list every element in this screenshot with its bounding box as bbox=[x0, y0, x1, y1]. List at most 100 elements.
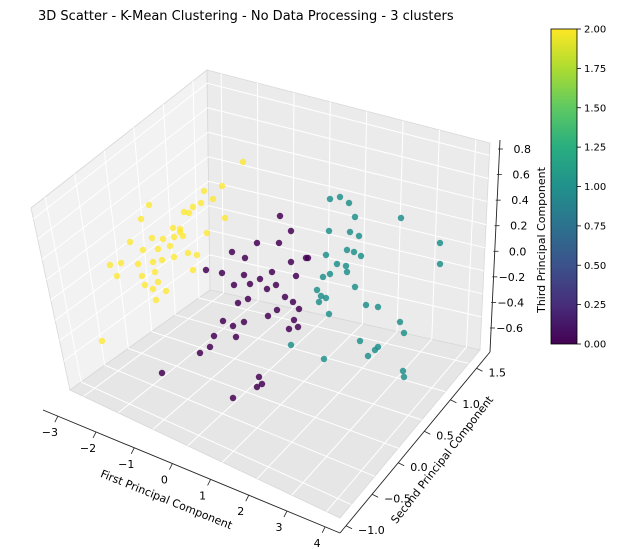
scatter-point-cluster-2 bbox=[189, 266, 197, 274]
scatter-point-cluster-0 bbox=[232, 333, 240, 341]
scatter-point-cluster-0 bbox=[276, 212, 284, 220]
y-grid-left-2 bbox=[133, 127, 153, 332]
scatter-point-cluster-2 bbox=[239, 158, 247, 166]
z-grid-left-2 bbox=[54, 205, 210, 321]
z-grid-back-2 bbox=[208, 205, 484, 272]
scatter-point-cluster-1 bbox=[346, 228, 354, 236]
scatter-point-cluster-2 bbox=[154, 245, 162, 253]
scatter-point-cluster-1 bbox=[342, 262, 350, 270]
y-grid-floor-5 bbox=[80, 381, 352, 506]
scatter-point-cluster-1 bbox=[336, 193, 344, 201]
colorbar-tick-label: 1.50 bbox=[584, 103, 606, 114]
y-tick-labels: −1.0 −0.5 0.0 0.5 1.0 1.5 bbox=[345, 366, 506, 537]
colorbar-tick-label: 0.00 bbox=[584, 340, 606, 351]
scatter-point-cluster-2 bbox=[169, 224, 177, 232]
y-grid-floor-4 bbox=[104, 364, 375, 477]
chart-title: 3D Scatter - K-Mean Clustering - No Data… bbox=[38, 9, 454, 24]
scatter-point-cluster-1 bbox=[333, 260, 341, 268]
scatter-point-cluster-2 bbox=[113, 272, 121, 280]
scatter-point-cluster-1 bbox=[355, 232, 363, 240]
scatter-point-cluster-0 bbox=[263, 285, 271, 293]
scatter-point-cluster-1 bbox=[317, 292, 325, 300]
scatter-point-cluster-2 bbox=[185, 209, 193, 217]
scatter-point-cluster-2 bbox=[117, 259, 125, 267]
scatter-point-cluster-1 bbox=[325, 310, 333, 318]
y-axis-line bbox=[339, 351, 491, 534]
scatter-point-cluster-1 bbox=[343, 268, 351, 276]
x-grid-back-3 bbox=[327, 101, 331, 317]
scatter-point-cluster-2 bbox=[159, 235, 167, 243]
scatter-point-cluster-2 bbox=[221, 214, 229, 222]
scatter-point-cluster-0 bbox=[244, 295, 252, 303]
z-grid-left-5 bbox=[41, 131, 209, 260]
z-grid-left-1 bbox=[59, 229, 210, 342]
scatter-point-cluster-2 bbox=[152, 296, 160, 304]
z-grid-back-0 bbox=[209, 254, 482, 318]
colorbar-tick-label: 1.25 bbox=[584, 143, 606, 154]
scatter-point-cluster-1 bbox=[287, 341, 295, 349]
scatter-point-cluster-2 bbox=[166, 242, 174, 250]
x-tick-label: 4 bbox=[314, 537, 321, 549]
scatter-point-cluster-0 bbox=[196, 349, 204, 357]
y-grid-floor-0 bbox=[198, 297, 469, 364]
scatter-point-cluster-0 bbox=[229, 322, 237, 330]
scatter-point-cluster-2 bbox=[149, 258, 157, 266]
x-grid-back-6 bbox=[431, 129, 440, 340]
scatter-point-cluster-1 bbox=[351, 283, 359, 291]
scatter-point-cluster-0 bbox=[229, 394, 237, 402]
scatter-point-cluster-2 bbox=[162, 287, 170, 295]
scatter-point-cluster-1 bbox=[364, 352, 372, 360]
scatter-point-cluster-0 bbox=[219, 317, 227, 325]
scatter-point-cluster-2 bbox=[209, 195, 217, 203]
scatter-point-cluster-1 bbox=[319, 273, 327, 281]
y-tick-mark bbox=[345, 525, 353, 530]
x-grid-back-1 bbox=[257, 83, 259, 301]
y-tick-mark bbox=[424, 430, 431, 435]
z-tick-label: 0.4 bbox=[511, 194, 529, 207]
x-grid-floor-0 bbox=[83, 292, 224, 397]
scatter-point-cluster-2 bbox=[197, 199, 205, 207]
scatter-point-cluster-1 bbox=[315, 298, 323, 306]
scatter-point-cluster-2 bbox=[106, 261, 114, 269]
y-grid-floor-3 bbox=[128, 347, 399, 449]
scatter-point-cluster-0 bbox=[230, 281, 238, 289]
scatter-point-cluster-0 bbox=[264, 312, 272, 320]
colorbar-tick-label: 0.75 bbox=[584, 221, 606, 232]
scatter-point-cluster-0 bbox=[275, 239, 283, 247]
x-tick-label: 3 bbox=[275, 521, 282, 534]
scatter-point-cluster-2 bbox=[203, 229, 211, 237]
scatter-point-cluster-2 bbox=[126, 238, 134, 246]
x-tick-labels: −3 −2 −1 0 1 2 3 4 bbox=[42, 415, 326, 549]
z-tick-label: 0.0 bbox=[509, 245, 527, 258]
z-grid-back-4 bbox=[208, 156, 487, 226]
y-tick-mark bbox=[371, 493, 379, 498]
x-grid-back-7 bbox=[466, 139, 477, 348]
scatter-point-cluster-2 bbox=[200, 187, 208, 195]
colorbar-tick-label: 1.00 bbox=[584, 182, 606, 193]
scatter-point-cluster-1 bbox=[320, 355, 328, 363]
z-grid-back-3 bbox=[208, 180, 486, 249]
z-tick-label: −0.6 bbox=[496, 322, 523, 335]
z-axis-label: Third Principal Component bbox=[535, 166, 548, 313]
y-tick-mark bbox=[398, 462, 405, 467]
x-tick-label: −2 bbox=[80, 442, 96, 455]
scatter-point-cluster-1 bbox=[436, 239, 444, 247]
scatter-points bbox=[98, 158, 444, 402]
scatter-point-cluster-1 bbox=[322, 294, 330, 302]
scatter-point-cluster-1 bbox=[345, 199, 353, 207]
y-grid-left-0 bbox=[192, 81, 200, 299]
z-tick-label: 0.2 bbox=[510, 220, 528, 233]
x-grid-back-5 bbox=[396, 120, 404, 332]
x-tick-mark bbox=[321, 526, 326, 534]
scatter-point-cluster-2 bbox=[151, 268, 159, 276]
x-tick-mark bbox=[92, 431, 97, 439]
scatter-point-cluster-0 bbox=[253, 239, 261, 247]
scatter-point-cluster-0 bbox=[202, 266, 210, 274]
scatter-point-cluster-0 bbox=[218, 269, 226, 277]
x-grid-floor-1 bbox=[117, 300, 259, 414]
x-tick-label: −3 bbox=[42, 426, 58, 439]
x-tick-mark bbox=[245, 495, 250, 502]
scatter-point-cluster-0 bbox=[273, 306, 281, 314]
scatter-point-cluster-1 bbox=[396, 318, 404, 326]
scatter-point-cluster-2 bbox=[184, 249, 192, 257]
